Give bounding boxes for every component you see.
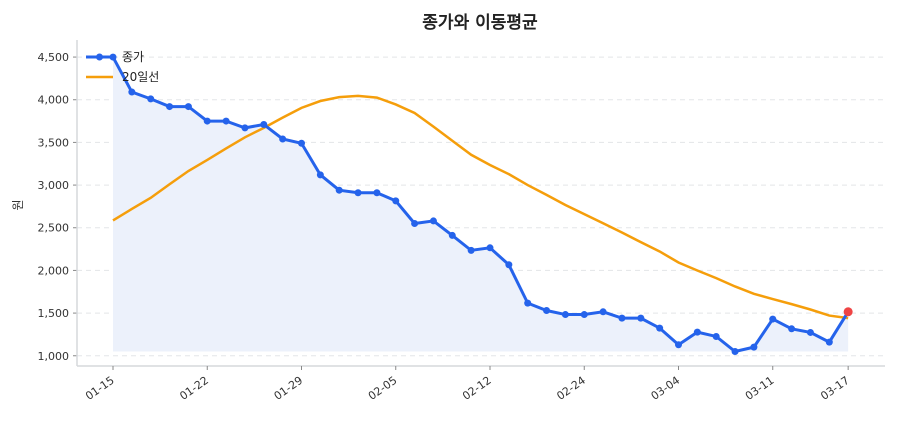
close-point — [656, 324, 664, 332]
close-point — [580, 311, 588, 319]
close-point — [203, 117, 211, 125]
close-point — [750, 343, 758, 351]
x-tick-label: 03-04 — [649, 374, 683, 403]
legend-ma-label: 20일선 — [122, 70, 159, 84]
close-point — [184, 103, 192, 111]
last-close-highlight — [843, 307, 853, 317]
y-tick-label: 3,500 — [38, 136, 70, 149]
ma20-line — [112, 94, 849, 320]
close-point — [788, 325, 796, 333]
close-point — [825, 338, 833, 346]
close-point — [467, 246, 475, 254]
close-point — [298, 139, 305, 147]
chart-title: 종가와 이동평균 — [422, 13, 538, 33]
y-tick-label: 1,500 — [38, 307, 70, 320]
close-point — [260, 120, 268, 128]
close-point — [769, 315, 777, 323]
close-point — [561, 311, 569, 319]
y-tick-label: 2,500 — [38, 222, 70, 235]
close-point — [392, 197, 400, 205]
close-point — [637, 314, 645, 322]
close-point — [731, 347, 739, 355]
x-tick-label: 03-11 — [743, 374, 777, 403]
y-tick-label: 4,000 — [38, 94, 70, 107]
x-tick-label: 01-22 — [177, 374, 211, 403]
y-tick-label: 3,000 — [38, 179, 70, 192]
y-axis-label: 원 — [11, 199, 25, 210]
close-point — [524, 299, 532, 307]
x-tick-label: 02-12 — [460, 374, 494, 403]
x-tick-label: 02-05 — [366, 374, 400, 403]
close-point — [222, 117, 230, 125]
close-point — [486, 244, 494, 252]
legend: 종가 20일선 — [86, 50, 159, 84]
close-point — [316, 171, 324, 179]
y-tick-label: 4,500 — [38, 51, 70, 64]
x-tick-label: 03-17 — [818, 374, 852, 403]
close-point — [429, 217, 437, 225]
close-line — [111, 56, 850, 354]
close-point — [675, 341, 682, 349]
close-point — [279, 135, 287, 143]
x-tick-label: 01-15 — [83, 374, 117, 403]
close-point — [505, 261, 513, 269]
close-point — [166, 103, 174, 111]
close-point — [128, 88, 136, 96]
x-tick-label: 02-24 — [554, 374, 588, 403]
close-point — [448, 231, 456, 239]
close-point — [693, 328, 701, 336]
legend-close-marker — [96, 53, 103, 61]
close-point — [712, 332, 720, 340]
legend-close-label: 종가 — [122, 50, 144, 64]
close-point — [354, 189, 362, 197]
close-point — [618, 314, 626, 322]
y-tick-label: 2,000 — [38, 264, 70, 277]
close-point — [147, 95, 155, 103]
close-point — [241, 124, 249, 132]
x-tick-label: 01-29 — [272, 374, 306, 403]
close-point — [543, 307, 551, 315]
close-point — [806, 328, 814, 336]
close-point — [411, 219, 419, 227]
close-point — [373, 189, 381, 197]
close-area-fill — [113, 57, 849, 352]
close-point — [335, 186, 343, 194]
y-tick-label: 1,000 — [38, 350, 70, 363]
close-point — [599, 308, 607, 316]
